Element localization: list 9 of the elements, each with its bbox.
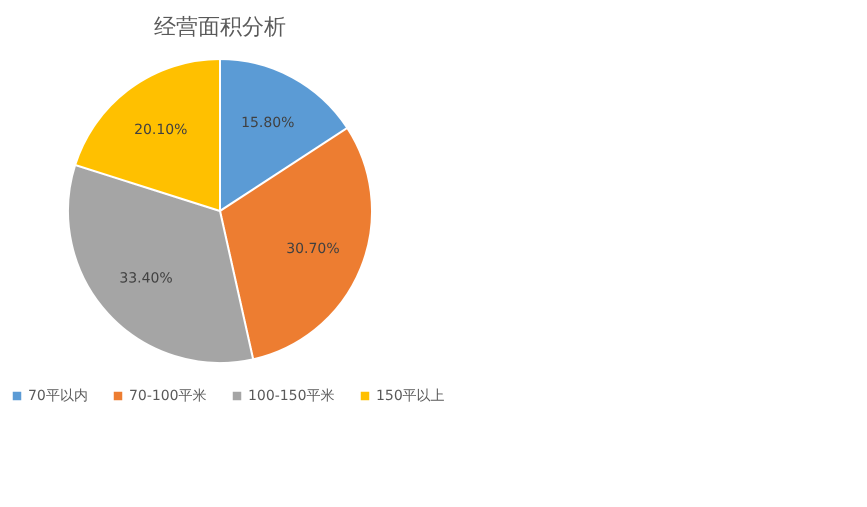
legend-label: 70平以内 [28,388,88,404]
legend-label: 100-150平米 [248,388,334,404]
legend-label: 150平以上 [376,388,445,404]
chart-title: 经营面积分析 [154,15,286,40]
legend-label: 70-100平米 [129,388,207,404]
data-label: 15.80% [241,114,294,131]
data-label: 30.70% [286,240,340,257]
data-label: 33.40% [119,270,173,287]
data-label: 20.10% [134,122,188,138]
